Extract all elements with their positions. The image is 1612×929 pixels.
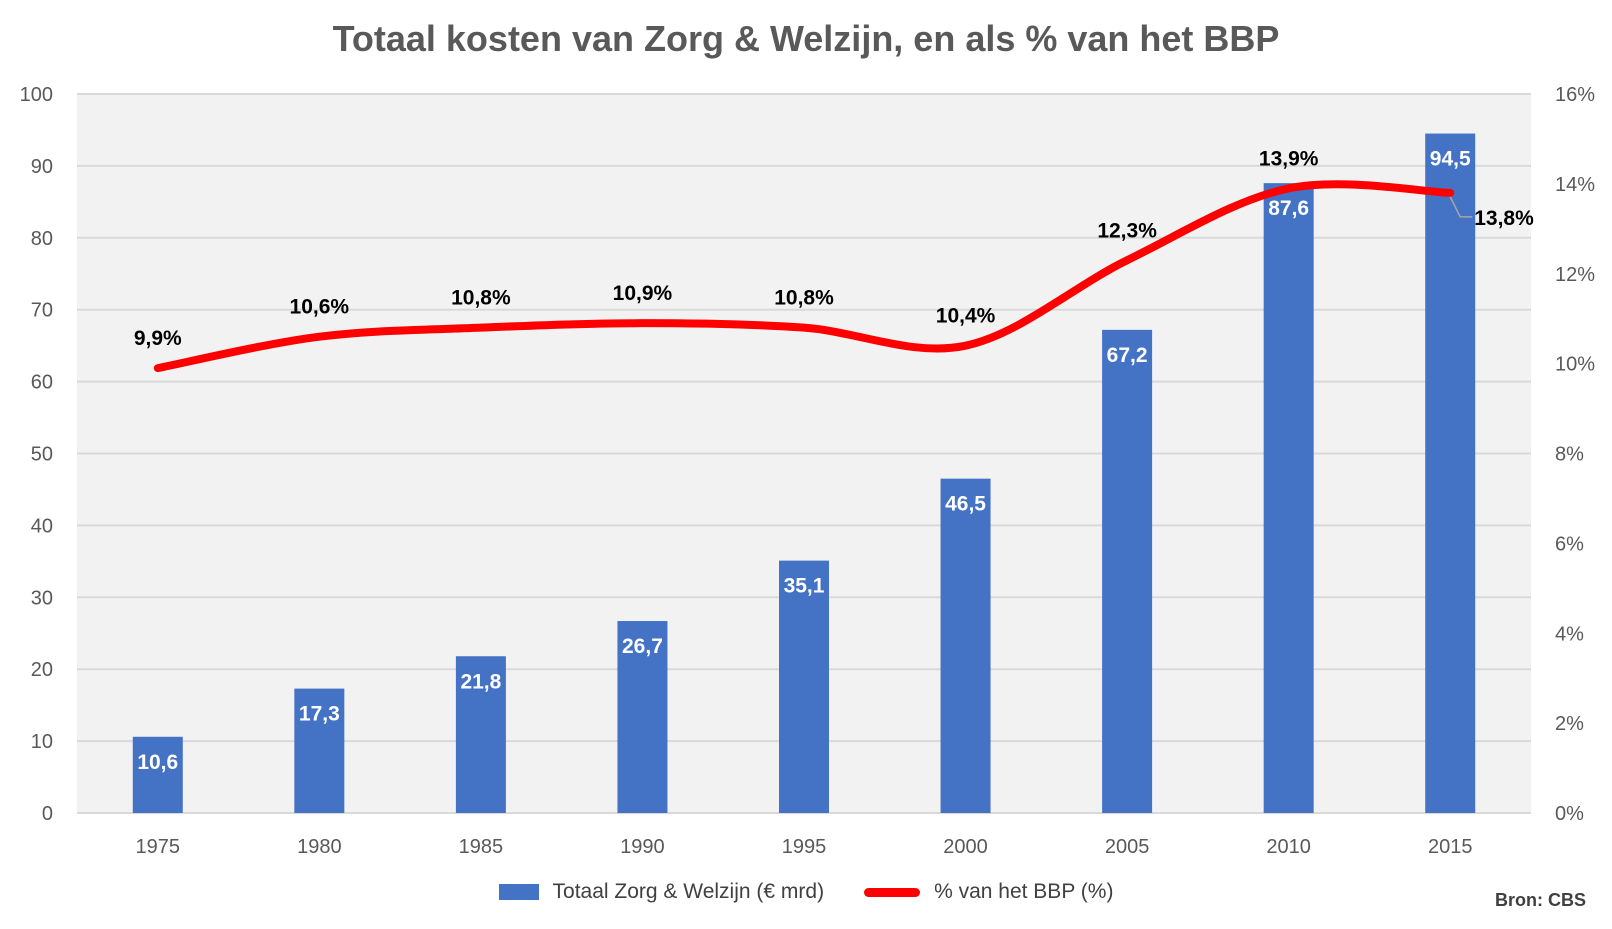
x-axis-tick-label: 2005 — [1105, 836, 1150, 858]
left-axis-tick-label: 70 — [31, 300, 53, 322]
chart-title: Totaal kosten van Zorg & Welzijn, en als… — [332, 18, 1280, 59]
legend-label-line: % van het BBP (%) — [934, 880, 1114, 903]
x-axis-tick-label: 1995 — [782, 836, 827, 858]
x-axis-tick-label: 1985 — [459, 836, 504, 858]
left-axis-tick-label: 100 — [20, 84, 53, 106]
bar — [1102, 329, 1153, 813]
line-data-label: 13,8% — [1474, 207, 1534, 230]
bar — [779, 560, 829, 813]
bar — [294, 688, 345, 813]
right-axis-tick-label: 8% — [1555, 444, 1584, 466]
left-axis-tick-label: 80 — [31, 228, 53, 250]
right-axis-tick-label: 2% — [1555, 713, 1584, 735]
legend-item-bar: Totaal Zorg & Welzijn (€ mrd) — [498, 880, 825, 904]
bar — [455, 656, 506, 813]
right-axis-tick-label: 12% — [1555, 264, 1595, 286]
right-axis-tick-label: 16% — [1555, 84, 1595, 106]
x-axis-tick-label: 2015 — [1428, 836, 1473, 858]
legend-label-bar: Totaal Zorg & Welzijn (€ mrd) — [552, 880, 825, 903]
bar-data-label: 46,5 — [945, 493, 986, 516]
left-axis-tick-label: 0 — [42, 803, 53, 825]
bar-data-label: 17,3 — [299, 703, 340, 726]
x-axis-tick-label: 2000 — [943, 836, 988, 858]
legend-swatch-line — [864, 887, 921, 897]
bar-data-label: 21,8 — [460, 670, 501, 693]
bar-data-label: 87,6 — [1268, 197, 1309, 220]
line-data-label: 10,4% — [936, 305, 996, 328]
left-axis-tick-label: 40 — [31, 515, 53, 537]
x-axis-tick-label: 1975 — [136, 836, 181, 858]
bar — [132, 736, 183, 813]
left-axis-tick-label: 10 — [31, 731, 53, 753]
x-axis-tick-label: 1980 — [297, 836, 342, 858]
line-data-label: 12,3% — [1097, 219, 1157, 242]
right-axis-tick-label: 4% — [1555, 623, 1584, 645]
bar-data-label: 35,1 — [784, 575, 825, 598]
left-axis-tick-label: 60 — [31, 372, 53, 394]
bar-data-label: 26,7 — [622, 635, 663, 658]
bar — [1263, 183, 1314, 813]
bar-data-label: 67,2 — [1107, 344, 1148, 367]
source-note: Bron: CBS — [1495, 890, 1586, 910]
line-series — [153, 180, 1455, 373]
legend: Totaal Zorg & Welzijn (€ mrd) % van het … — [0, 880, 1612, 904]
bar-data-label: 10,6 — [137, 751, 178, 774]
line-data-label: 10,8% — [774, 287, 834, 310]
bar-data-label: 94,5 — [1430, 148, 1471, 171]
left-axis-tick-label: 50 — [31, 444, 53, 466]
left-axis-tick-label: 20 — [31, 659, 53, 681]
line-data-label: 10,8% — [451, 287, 511, 310]
right-axis-tick-label: 0% — [1555, 803, 1584, 825]
bar — [617, 621, 668, 813]
line-data-label: 9,9% — [134, 327, 182, 350]
line-data-label: 10,9% — [613, 282, 673, 305]
bar — [1425, 133, 1476, 814]
bar — [940, 478, 991, 813]
x-axis-tick-label: 2010 — [1266, 836, 1311, 858]
legend-swatch-bar — [498, 884, 539, 900]
left-axis-tick-label: 30 — [31, 587, 53, 609]
line-data-label: 13,9% — [1259, 147, 1319, 170]
line-data-label: 10,6% — [290, 296, 350, 319]
leader-line — [1449, 196, 1473, 218]
right-axis-tick-label: 6% — [1555, 533, 1584, 555]
right-axis-tick-label: 14% — [1555, 174, 1595, 196]
right-axis-tick-label: 10% — [1555, 354, 1595, 376]
left-axis-tick-label: 90 — [31, 156, 53, 178]
x-axis-tick-label: 1990 — [620, 836, 665, 858]
legend-item-line: % van het BBP (%) — [864, 880, 1113, 904]
